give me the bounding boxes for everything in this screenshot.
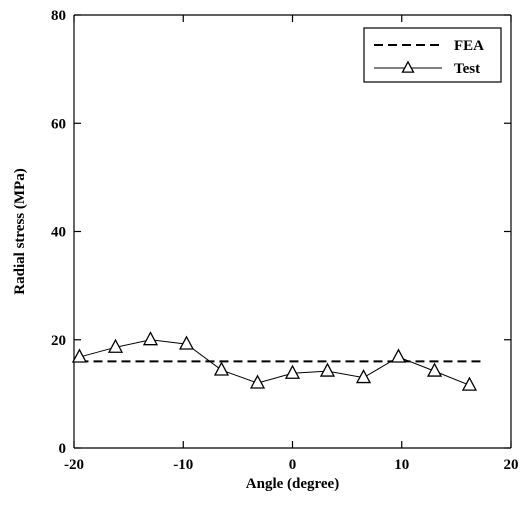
legend-test-marker (401, 60, 415, 73)
x-tick-label: 10 (394, 457, 409, 473)
y-tick-label: 0 (59, 441, 67, 457)
test-point (213, 361, 230, 376)
x-axis-title: Angle (degree) (246, 476, 339, 492)
test-point (355, 369, 372, 384)
legend-test-label: Test (454, 61, 480, 77)
y-axis-title: Radial stress (MPa) (12, 168, 28, 294)
legend: FEA Test (363, 27, 502, 83)
x-tick-label: 0 (289, 457, 297, 473)
test-point (142, 331, 159, 346)
axis-ticks: 0 20 40 60 80 -20 -10 0 10 20 (51, 8, 519, 473)
test-point (426, 362, 443, 377)
y-tick-label: 40 (51, 225, 66, 241)
test-point (71, 348, 88, 363)
chart-marks (71, 331, 484, 391)
test-point (249, 374, 266, 389)
x-tick-label: 20 (504, 457, 519, 473)
test-point (178, 335, 195, 350)
x-tick-label: -20 (64, 457, 84, 473)
test-series-line (79, 339, 470, 386)
test-point (319, 362, 336, 377)
test-point (461, 376, 478, 391)
y-tick-label: 80 (51, 8, 66, 24)
x-tick-label: -10 (173, 457, 193, 473)
legend-box (363, 27, 502, 83)
y-tick-label: 20 (51, 333, 66, 349)
y-tick-label: 60 (51, 116, 66, 132)
test-point (284, 364, 301, 379)
legend-fea-label: FEA (454, 38, 484, 54)
test-point (107, 338, 124, 353)
test-point (390, 348, 407, 363)
